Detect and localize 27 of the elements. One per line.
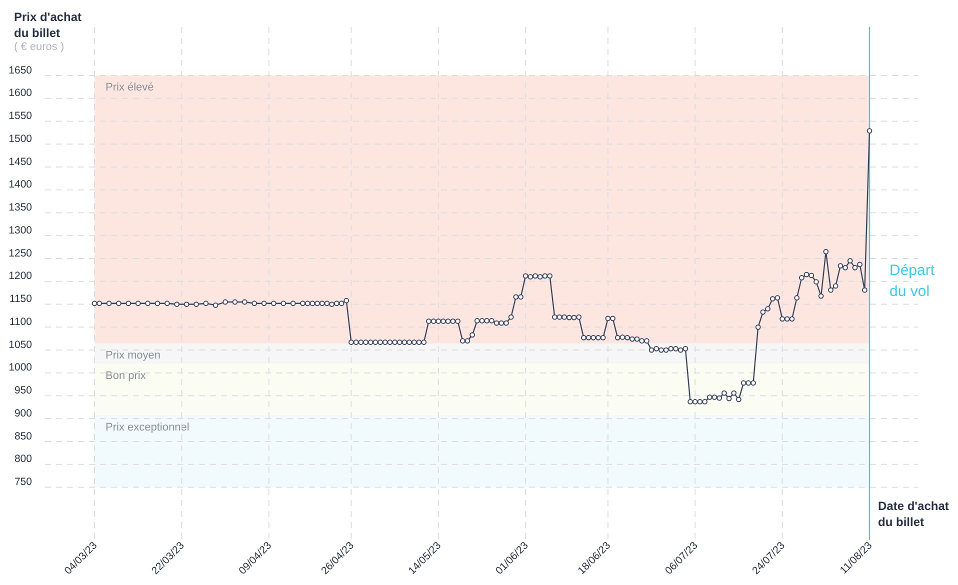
- y-tick-label: 1400: [8, 178, 32, 191]
- y-tick-label: 1650: [8, 64, 32, 76]
- y-tick-label: 750: [14, 476, 32, 488]
- ref-line-label: Départ du vol: [890, 262, 936, 300]
- y-tick-label: 1600: [8, 87, 32, 100]
- y-tick-label: 1250: [8, 247, 32, 260]
- y-tick-label: 1500: [8, 132, 32, 145]
- y-tick-label: 950: [14, 384, 32, 397]
- y-tick-label: 1150: [9, 293, 32, 306]
- band-label: Prix exceptionnel: [106, 421, 190, 434]
- y-tick-label: 1050: [8, 338, 32, 351]
- band-label: Prix moyen: [106, 350, 161, 362]
- text: ( € euros ): [14, 41, 64, 53]
- band-label: Prix élevé: [106, 82, 154, 94]
- band-label: Bon prix: [106, 370, 146, 382]
- y-axis-title: Prix d'achat du billet: [14, 10, 82, 40]
- y-tick-label: 1200: [8, 270, 32, 282]
- y-tick-label: 1300: [8, 224, 32, 236]
- y-tick-label: 1350: [8, 202, 32, 214]
- y-tick-label: 800: [14, 453, 32, 466]
- y-tick-label: 1000: [8, 362, 32, 374]
- x-axis-title: Date d'achat du billet: [878, 499, 949, 529]
- y-tick-label: 900: [14, 407, 32, 420]
- y-tick-label: 850: [14, 430, 32, 442]
- y-tick-label: 1450: [8, 156, 32, 168]
- y-tick-label: 1100: [9, 316, 32, 328]
- y-tick-label: 1550: [8, 110, 32, 122]
